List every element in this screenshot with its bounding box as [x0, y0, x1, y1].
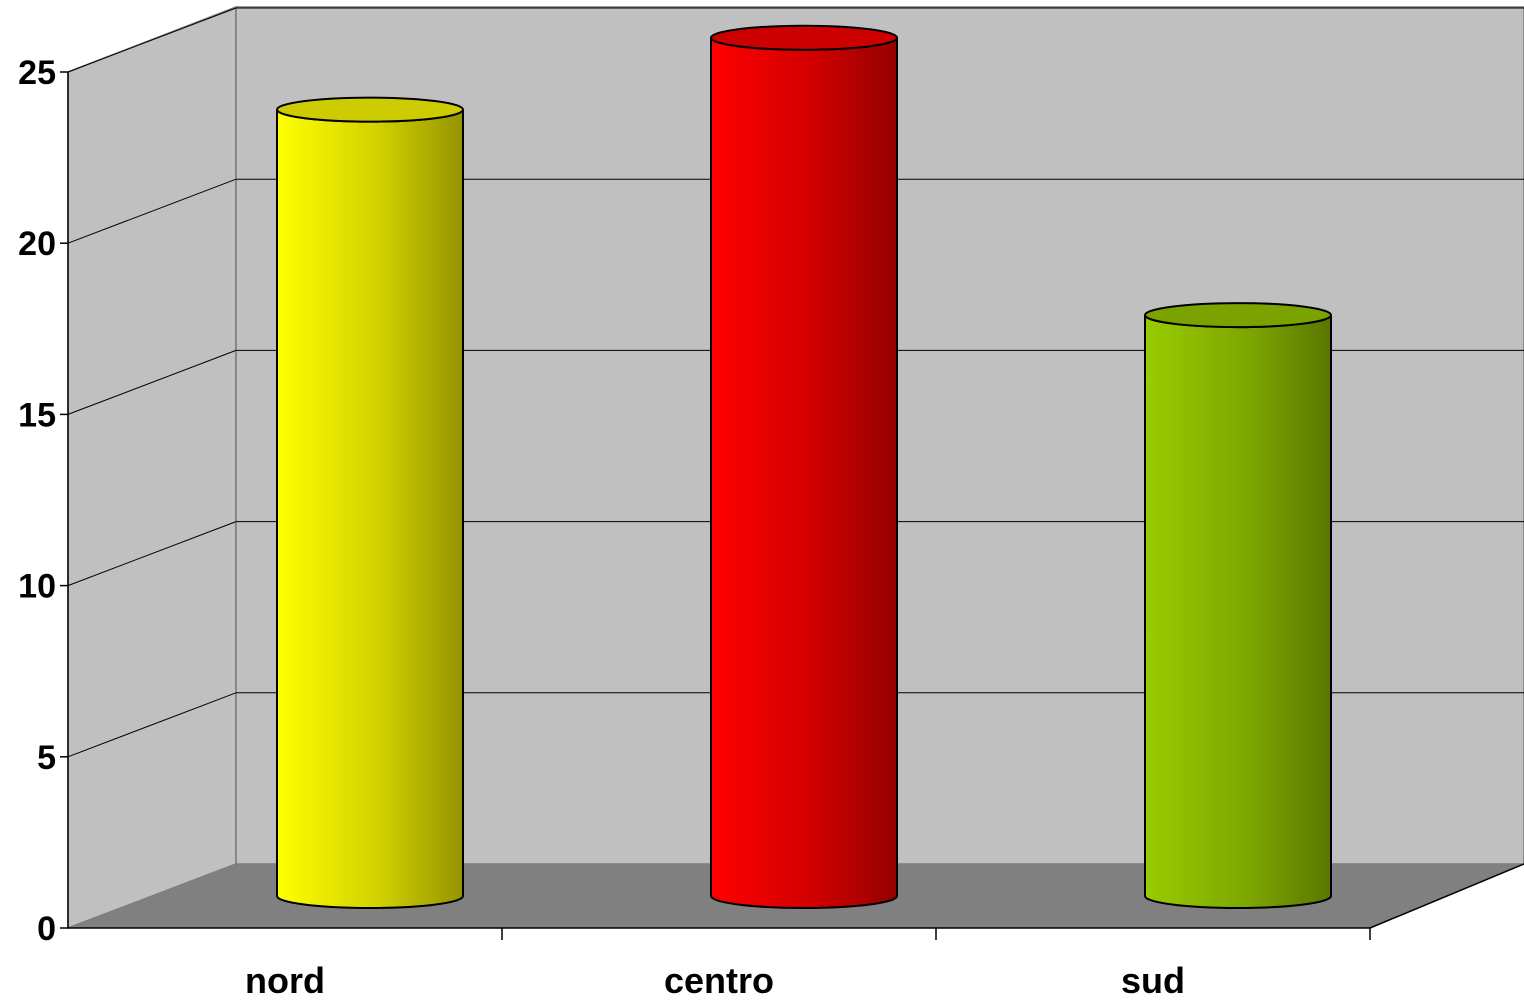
y-axis-ticks: 0 5 10 15 20 25 [18, 54, 68, 948]
bar-sud [1144, 302, 1332, 909]
y-tick-label: 10 [18, 568, 56, 606]
x-tick-label: sud [1121, 960, 1185, 1001]
bar-top [1144, 302, 1332, 329]
gridline-side [67, 178, 237, 244]
x-tick-label: centro [664, 960, 774, 1001]
y-tick-label: 0 [37, 910, 56, 948]
gridline-side [67, 692, 237, 758]
gridline-side [67, 521, 237, 587]
bar-top [710, 24, 898, 51]
bar-centro [710, 24, 898, 909]
bar-top [276, 96, 464, 123]
x-tick-label: nord [245, 960, 325, 1001]
y-tick-label: 5 [37, 739, 56, 777]
side-wall [67, 5, 237, 930]
y-tick-label: 20 [18, 225, 56, 263]
gridline-side [67, 7, 237, 73]
bar-body [276, 109, 464, 909]
y-tick-label: 25 [18, 54, 56, 92]
floor-front-edge [1369, 863, 1524, 929]
gridline-side [67, 349, 237, 415]
bars [276, 24, 1332, 909]
bar-body [710, 37, 898, 909]
y-tick-label: 15 [18, 396, 56, 434]
bar-body [1144, 314, 1332, 909]
bar-nord [276, 96, 464, 909]
x-axis-ticks: nord centro sud [245, 928, 1371, 1001]
